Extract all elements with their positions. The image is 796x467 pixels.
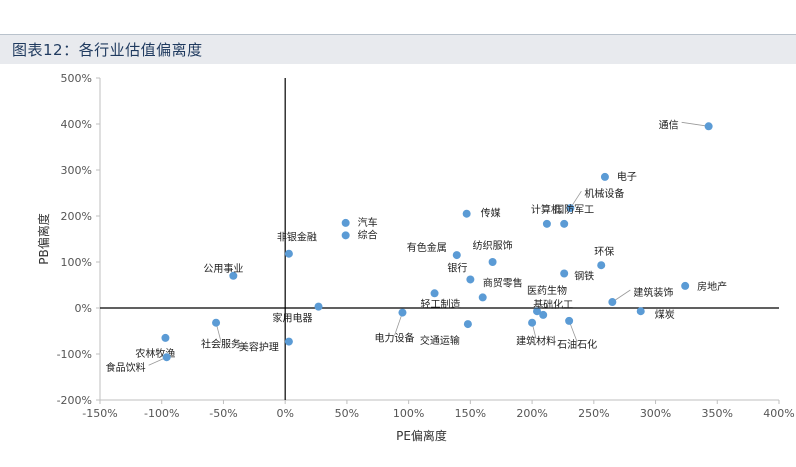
data-point: [341, 231, 350, 240]
x-tick-label: 200%: [516, 407, 547, 420]
point-label: 医药生物: [527, 284, 567, 297]
x-tick-label: 0%: [276, 407, 293, 420]
point-label: 纺织服饰: [473, 239, 513, 252]
leader-line: [394, 312, 403, 336]
data-point: [597, 261, 606, 270]
point-label: 机械设备: [584, 187, 624, 200]
point-label: 交通运输: [420, 334, 460, 347]
data-point: [600, 172, 609, 181]
point-label: 石油石化: [557, 338, 597, 351]
x-tick-label: 250%: [578, 407, 609, 420]
point-label: 建筑材料: [516, 335, 556, 348]
data-point: [539, 310, 548, 319]
leader-line: [681, 121, 709, 127]
point-label: 轻工制造: [421, 297, 461, 310]
data-point: [161, 333, 170, 342]
data-point: [430, 289, 439, 298]
data-point: [566, 204, 575, 213]
point-label: 商贸零售: [483, 276, 523, 289]
data-point: [560, 219, 569, 228]
point-label: 美容护理: [239, 341, 279, 354]
point-label: 国防军工: [554, 203, 594, 216]
x-tick-label: 100%: [393, 407, 424, 420]
y-tick-label: 400%: [61, 118, 92, 131]
x-tick-label: 350%: [702, 407, 733, 420]
point-label: 计算机: [531, 203, 561, 216]
title-bar: 图表12：各行业估值偏离度: [0, 34, 796, 64]
point-label: 家用电器: [273, 312, 313, 325]
x-tick-label: -100%: [144, 407, 179, 420]
data-point: [466, 275, 475, 284]
y-tick-label: 0%: [75, 302, 92, 315]
y-tick-label: 500%: [61, 72, 92, 85]
data-point: [533, 307, 542, 316]
x-axis-title: PE偏离度: [396, 428, 447, 443]
data-point: [463, 320, 472, 329]
data-point: [398, 308, 407, 317]
point-label: 钢铁: [574, 270, 594, 283]
data-point: [212, 318, 221, 327]
y-tick-label: -100%: [57, 348, 92, 361]
point-label: 有色金属: [407, 241, 447, 254]
point-label: 环保: [594, 245, 614, 258]
point-label: 传媒: [481, 208, 501, 220]
point-label: 通信: [659, 119, 679, 131]
point-label: 建筑装饰: [633, 286, 673, 299]
point-label: 电子: [617, 170, 637, 183]
data-point: [284, 337, 293, 346]
y-tick-label: 200%: [61, 210, 92, 223]
point-label: 食品饮料: [106, 361, 146, 374]
data-point: [560, 269, 569, 278]
y-tick-label: 300%: [61, 164, 92, 177]
y-axis-title: PB偏离度: [36, 213, 51, 264]
data-point: [314, 302, 323, 311]
x-tick-label: -150%: [82, 407, 117, 420]
x-tick-label: 50%: [335, 407, 359, 420]
data-point: [704, 122, 713, 131]
data-point: [229, 271, 238, 280]
point-label: 社会服务: [201, 338, 241, 351]
point-label: 煤炭: [655, 308, 675, 321]
data-point: [452, 251, 461, 260]
data-point: [478, 293, 487, 302]
data-point: [608, 298, 617, 307]
chart-title: 图表12：各行业估值偏离度: [12, 41, 203, 59]
x-tick-label: 300%: [640, 407, 671, 420]
point-label: 基础化工: [533, 298, 573, 311]
data-point: [528, 318, 537, 327]
data-point: [284, 249, 293, 258]
point-label: 非银金融: [277, 231, 317, 244]
data-point: [565, 316, 574, 325]
data-point: [681, 281, 690, 290]
point-label: 电力设备: [374, 332, 414, 345]
point-label: 综合: [358, 228, 378, 241]
point-label: 房地产: [697, 280, 727, 293]
y-tick-label: 100%: [61, 256, 92, 269]
data-point: [462, 209, 471, 218]
point-label: 汽车: [358, 216, 378, 229]
data-point: [542, 219, 551, 228]
x-tick-label: 400%: [763, 407, 794, 420]
data-point: [636, 307, 645, 316]
data-point: [488, 258, 497, 266]
point-label: 公用事业: [203, 262, 243, 275]
y-tick-label: -200%: [57, 394, 92, 407]
x-tick-label: 150%: [455, 407, 486, 420]
data-point: [162, 353, 171, 362]
x-tick-label: -50%: [209, 407, 237, 420]
data-point: [341, 218, 350, 227]
point-label: 银行: [447, 261, 467, 274]
